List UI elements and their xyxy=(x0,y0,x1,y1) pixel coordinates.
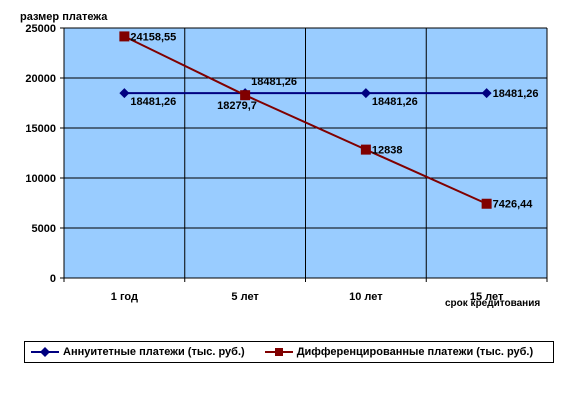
y-tick-label: 0 xyxy=(50,273,56,285)
y-tick-labels: 0 5000 10000 15000 20000 25000 xyxy=(25,23,56,285)
x-tick-labels: 1 год 5 лет 10 лет 15 лет xyxy=(111,291,504,303)
series-line-differentiated xyxy=(123,35,488,205)
y-axis-title: размер платежа xyxy=(20,11,108,23)
grid-lines xyxy=(60,27,548,282)
data-point-diamond xyxy=(481,88,492,99)
data-labels: 18481,26 18481,26 18481,26 18481,26 24158,55… xyxy=(130,31,538,210)
data-label: 24158,55 xyxy=(130,31,176,43)
y-tick-label: 20000 xyxy=(25,73,56,85)
legend-label-differentiated: Дифференцированные платежи (тыс. руб.) xyxy=(296,346,534,358)
data-label: 18481,26 xyxy=(130,96,176,108)
y-tick-label: 5000 xyxy=(32,223,56,235)
x-axis-title: срок кредитования xyxy=(445,298,540,309)
x-tick-label: 5 лет xyxy=(231,291,259,303)
legend-label-annuity: Аннуитетные платежи (тыс. руб.) xyxy=(63,346,245,358)
data-point-square xyxy=(360,144,371,155)
axes xyxy=(63,28,547,279)
data-label: 18481,26 xyxy=(372,96,418,108)
series-lines xyxy=(119,31,492,209)
data-label: 18279,7 xyxy=(217,100,257,112)
data-point-diamond xyxy=(119,88,130,99)
x-tick-label: 15 лет xyxy=(470,291,504,303)
y-tick-label: 25000 xyxy=(25,23,56,35)
data-point-square xyxy=(481,198,492,209)
legend-marker-differentiated xyxy=(264,348,293,356)
x-tick-label: 10 лет xyxy=(349,291,383,303)
legend-marker-annuity xyxy=(31,347,59,357)
legend-item-differentiated: Дифференцированные платежи (тыс. руб.) xyxy=(259,346,533,358)
data-label: 18481,26 xyxy=(251,76,297,88)
data-label: 7426,44 xyxy=(493,199,534,211)
x-tick-label: 1 год xyxy=(111,291,138,303)
data-label: 12838 xyxy=(372,145,403,157)
y-tick-label: 10000 xyxy=(25,173,56,185)
data-point-diamond xyxy=(360,88,371,99)
data-point-square xyxy=(240,90,251,101)
legend: Аннуитетные платежи (тыс. руб.) Дифферен… xyxy=(24,341,554,363)
legend-item-annuity: Аннуитетные платежи (тыс. руб.) xyxy=(25,346,245,358)
data-point-square xyxy=(119,31,130,42)
data-label: 18481,26 xyxy=(493,88,539,100)
y-tick-label: 15000 xyxy=(25,123,56,135)
